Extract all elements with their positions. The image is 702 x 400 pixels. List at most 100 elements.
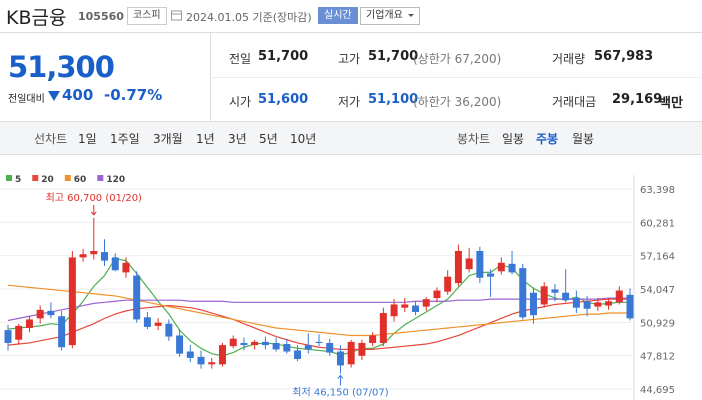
candle-body	[101, 252, 109, 261]
candle-body	[433, 290, 441, 299]
candle-body	[218, 345, 226, 365]
candle-body	[315, 341, 323, 343]
candle-body	[594, 302, 602, 307]
y-tick-label: 50,929	[640, 318, 675, 329]
candle-body	[68, 257, 76, 346]
candle-body	[476, 251, 484, 278]
candle-body	[465, 258, 473, 270]
candle-body	[165, 323, 173, 337]
candle-body	[422, 299, 430, 307]
y-tick-label: 60,281	[640, 218, 675, 229]
tab[interactable]: 1일	[78, 132, 97, 146]
candle-body	[487, 273, 495, 277]
tab[interactable]: 월봉	[572, 132, 595, 146]
candle-body	[143, 317, 151, 327]
candle-body	[90, 251, 98, 255]
candle-body	[454, 251, 462, 284]
chart-tabs: 선차트 1일 1주일 3개월 1년 3년 5년 10년 봉차트 일봉 주봉 월봉	[0, 121, 702, 155]
candle-body	[283, 344, 291, 352]
tab[interactable]: 주봉	[536, 132, 559, 146]
stat-value: 51,700	[368, 49, 419, 64]
candle-body	[197, 356, 205, 365]
candle-body	[122, 262, 130, 273]
annotation-arrow	[90, 204, 97, 216]
candle-body	[626, 294, 634, 319]
stock-name: KB금융	[6, 7, 67, 29]
candle-body	[347, 341, 355, 365]
candle-body	[444, 276, 452, 292]
stat-label: 전일	[229, 52, 252, 66]
annotation-arrow	[337, 374, 344, 386]
change-label: 전일대비	[8, 94, 45, 105]
candle-body	[79, 254, 87, 258]
candle-body	[15, 325, 23, 340]
legend-swatch	[97, 175, 104, 181]
change-rate: -0.77%	[104, 86, 163, 104]
candle-body	[615, 290, 623, 303]
stat-value: 567,983	[594, 49, 654, 64]
moving-average	[7, 297, 630, 322]
market-tag: 코스피	[127, 7, 167, 25]
stat-note: (하한가 36,200)	[413, 95, 502, 109]
down-arrow	[48, 91, 60, 101]
candle-body	[304, 345, 312, 350]
candle-body	[336, 351, 344, 366]
candle-body	[229, 338, 237, 347]
candle-body	[111, 257, 119, 271]
stat-label: 저가	[338, 95, 361, 109]
candle-body	[562, 292, 570, 301]
stat-value: 29,169	[612, 92, 663, 107]
stat-value: 51,600	[258, 92, 309, 107]
chart: 63,398 60,281 57,164 54,047 50,929 47,812 44,6…	[0, 175, 675, 400]
candle-body	[326, 342, 334, 353]
candle-body	[47, 310, 55, 316]
calendar-icon	[171, 10, 182, 21]
candle-body	[583, 301, 591, 309]
base-date: 2024.01.05 기준(장마감)	[186, 11, 312, 24]
candle-body	[390, 304, 398, 317]
stat-value: 51,700	[258, 49, 309, 64]
legend-swatch	[32, 175, 39, 181]
candle-body	[25, 319, 33, 328]
tab[interactable]: 5년	[259, 132, 278, 146]
legend-label: 5	[15, 175, 21, 185]
high-annotation: 최고 60,700 (01/20)	[46, 192, 142, 204]
y-tick-label: 63,398	[640, 185, 675, 196]
change: 400	[62, 86, 94, 104]
candle-body	[497, 262, 505, 272]
stat-unit: 백만	[659, 96, 683, 111]
low-annotation: 최저 46,150 (07/07)	[292, 386, 388, 398]
divider	[210, 33, 211, 121]
y-tick-label: 54,047	[640, 285, 675, 296]
candle-body	[358, 342, 366, 356]
legend-label: 20	[41, 175, 54, 185]
divider	[0, 32, 702, 33]
candle-body	[272, 342, 280, 350]
divider	[211, 77, 702, 78]
stat-label: 거래량	[552, 52, 586, 66]
tab[interactable]: 10년	[290, 132, 317, 146]
tab[interactable]: 3개월	[153, 132, 183, 146]
realtime-button[interactable]: 실시간	[318, 7, 358, 24]
tab-label: 선차트	[34, 132, 68, 146]
candle-body	[208, 362, 216, 365]
candle-body	[412, 305, 420, 312]
y-tick-label: 44,695	[640, 385, 675, 396]
company-select[interactable]: 기업개요	[360, 7, 420, 25]
tab[interactable]: 3년	[228, 132, 247, 146]
y-tick-label: 47,812	[640, 352, 675, 363]
stat-note: (상한가 67,200)	[413, 52, 502, 66]
y-tick-label: 57,164	[640, 252, 675, 263]
candle-body	[36, 309, 44, 319]
candle-body	[176, 335, 184, 354]
candle-body	[369, 335, 377, 343]
candle-body	[4, 330, 12, 343]
candle-body	[572, 298, 580, 308]
tab[interactable]: 일봉	[502, 132, 525, 146]
candle-body	[240, 342, 248, 346]
stock-code: 105560	[78, 10, 124, 23]
tab[interactable]: 1년	[196, 132, 215, 146]
candle-body	[294, 350, 302, 360]
tab[interactable]: 1주일	[110, 132, 140, 146]
candle-body	[186, 351, 194, 358]
